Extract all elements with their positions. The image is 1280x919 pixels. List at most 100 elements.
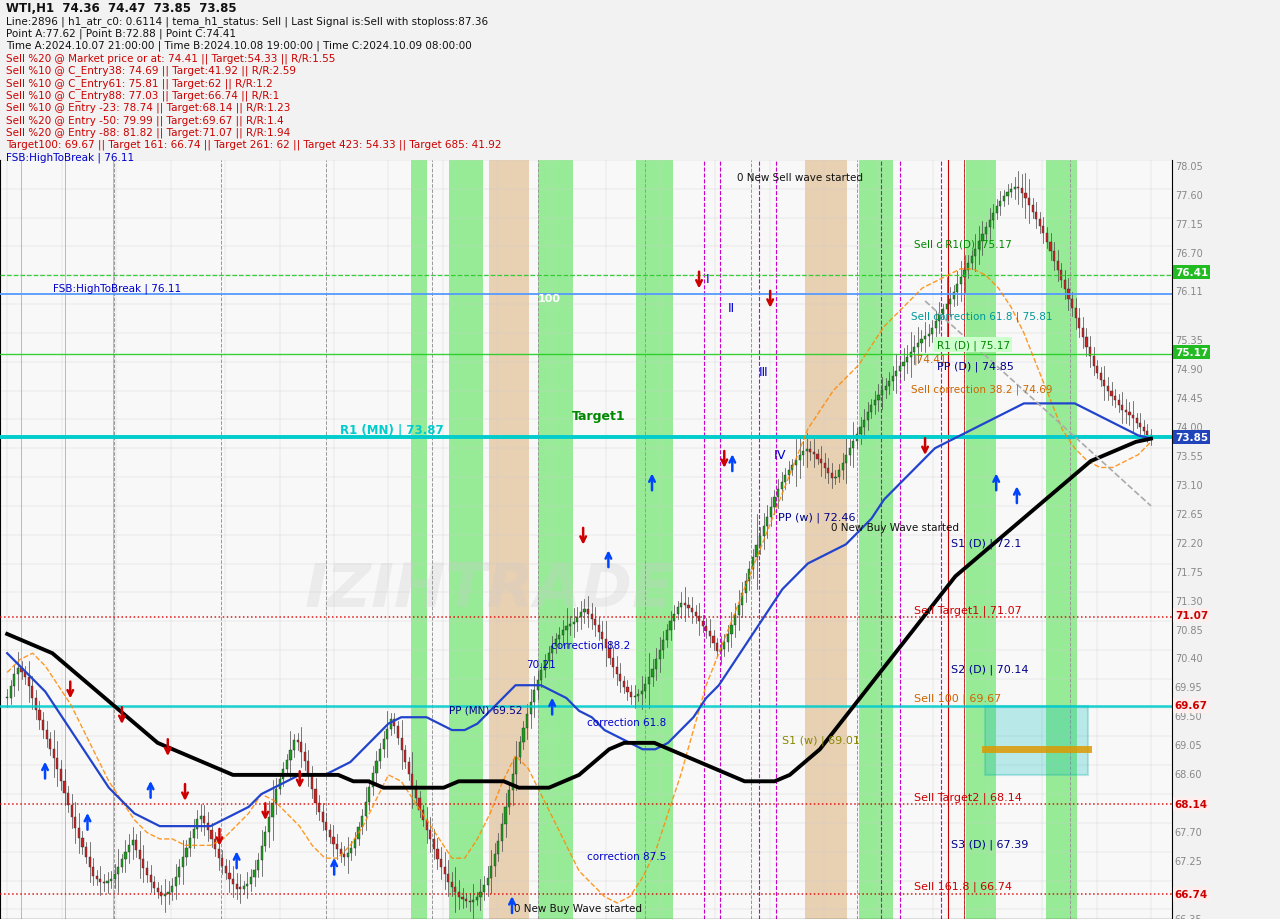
Bar	[608, 648, 611, 658]
Bar	[375, 762, 378, 774]
Bar	[616, 667, 618, 675]
Text: 70.21: 70.21	[526, 660, 556, 670]
Bar	[118, 867, 119, 874]
Bar	[845, 456, 847, 463]
Bar	[984, 707, 1088, 775]
Text: S1 (w) | 69.01: S1 (w) | 69.01	[782, 735, 860, 745]
Bar	[192, 829, 195, 838]
Text: PP (w) | 72.46: PP (w) | 72.46	[778, 513, 856, 523]
Bar	[393, 720, 396, 727]
Bar	[641, 691, 643, 694]
Bar	[236, 884, 238, 889]
Bar	[612, 658, 614, 667]
Bar	[787, 471, 790, 475]
Bar	[867, 413, 869, 420]
Bar	[910, 353, 911, 357]
Bar	[498, 841, 499, 854]
Bar	[106, 881, 109, 883]
Bar	[974, 249, 977, 256]
Bar	[803, 451, 804, 456]
Text: Sell c R1(D) |75.17: Sell c R1(D) |75.17	[914, 239, 1011, 250]
Bar	[899, 367, 901, 372]
Text: 0 New Buy Wave started: 0 New Buy Wave started	[831, 523, 959, 533]
Bar	[264, 832, 266, 846]
Text: Point A:77.62 | Point B:72.88 | Point C:74.41: Point A:77.62 | Point B:72.88 | Point C:…	[6, 28, 237, 39]
Bar	[924, 336, 927, 339]
Bar	[769, 507, 772, 517]
Bar	[444, 868, 445, 874]
Text: 77.60: 77.60	[1175, 191, 1203, 201]
Text: Sell %10 @ C_Entry88: 77.03 || Target:66.74 || R/R:1: Sell %10 @ C_Entry88: 77.03 || Target:66…	[6, 90, 279, 101]
Bar	[13, 675, 15, 686]
Bar	[458, 891, 460, 897]
Bar	[626, 687, 628, 692]
Bar	[449, 161, 484, 919]
Bar	[623, 681, 625, 687]
Text: 77.15: 77.15	[1175, 220, 1203, 230]
Bar	[1129, 413, 1130, 415]
Bar	[339, 849, 342, 855]
Bar	[870, 406, 873, 413]
Bar	[174, 877, 177, 886]
Bar	[1046, 234, 1048, 243]
Bar	[1096, 366, 1098, 373]
Text: 73.85: 73.85	[1175, 432, 1208, 442]
Bar	[888, 381, 891, 386]
Bar	[1107, 387, 1108, 391]
Bar	[447, 874, 449, 881]
Bar	[508, 790, 511, 807]
Bar	[605, 640, 607, 648]
Bar	[781, 482, 783, 490]
Text: 69.05: 69.05	[1175, 741, 1202, 751]
Bar	[1100, 373, 1102, 380]
Bar	[1060, 271, 1062, 280]
Bar	[763, 527, 765, 536]
Bar	[333, 837, 334, 845]
Bar	[841, 463, 844, 471]
Text: Ⅲ: Ⅲ	[759, 365, 767, 378]
Bar	[719, 649, 722, 651]
Bar	[823, 464, 826, 469]
Text: PP (D) | 74.85: PP (D) | 74.85	[937, 361, 1014, 371]
Bar	[906, 357, 909, 362]
Bar	[150, 875, 151, 882]
Bar	[371, 774, 374, 788]
Bar	[214, 839, 216, 849]
Bar	[562, 630, 564, 635]
Bar	[207, 823, 209, 831]
Bar	[132, 841, 133, 845]
Bar	[494, 854, 495, 866]
Bar	[347, 853, 349, 857]
Bar	[35, 698, 37, 710]
Bar	[200, 816, 202, 819]
Bar	[1117, 401, 1120, 406]
Bar	[70, 805, 73, 817]
Bar	[182, 857, 184, 867]
Bar	[329, 830, 332, 837]
Text: Sell %10 @ C_Entry38: 74.69 || Target:41.92 || R/R:2.59: Sell %10 @ C_Entry38: 74.69 || Target:41…	[6, 65, 297, 76]
Bar	[799, 456, 801, 460]
Bar	[709, 631, 710, 637]
Bar	[343, 855, 346, 857]
Text: Sell correction 38.2 | 74.69: Sell correction 38.2 | 74.69	[911, 384, 1053, 395]
Bar	[536, 680, 539, 691]
FancyArrowPatch shape	[992, 709, 1085, 774]
Text: Sell correction 61.8 | 75.81: Sell correction 61.8 | 75.81	[911, 312, 1053, 322]
Bar	[1000, 201, 1001, 207]
Bar	[88, 857, 91, 867]
Bar	[1114, 396, 1116, 401]
Bar	[164, 894, 166, 896]
Text: 100: 100	[538, 293, 561, 303]
Bar	[433, 839, 435, 849]
Bar	[204, 816, 206, 823]
Bar	[1147, 432, 1148, 436]
Bar	[534, 691, 535, 703]
Bar	[335, 845, 338, 849]
Bar	[1024, 194, 1027, 199]
Bar	[552, 646, 553, 653]
Bar	[189, 838, 191, 848]
Bar	[952, 292, 955, 300]
Bar	[852, 442, 855, 448]
Bar	[512, 774, 513, 790]
Bar	[928, 335, 929, 336]
